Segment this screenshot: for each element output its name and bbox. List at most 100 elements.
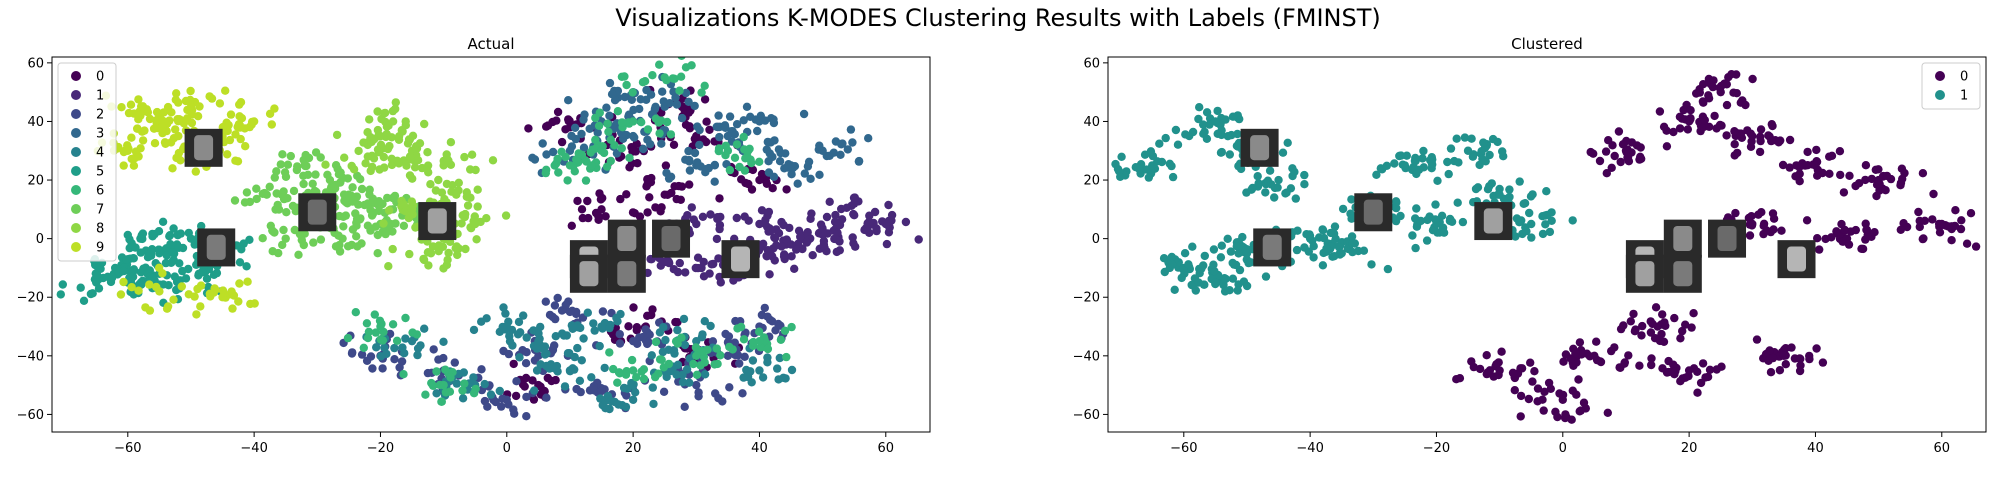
point-class-0	[573, 196, 582, 206]
point-class-0	[1795, 169, 1804, 179]
point-class-2	[628, 336, 638, 346]
point-class-6	[581, 176, 591, 185]
point-class-9	[191, 167, 200, 176]
point-class-1	[770, 233, 779, 242]
point-class-7	[270, 173, 279, 182]
point-class-1	[1347, 232, 1357, 241]
y-tick-label: −40	[1073, 349, 1100, 364]
point-class-4	[679, 314, 689, 324]
point-class-7	[262, 190, 271, 199]
point-class-9	[134, 95, 143, 104]
y-tick-label: 20	[27, 174, 44, 189]
point-class-7	[335, 240, 344, 250]
point-class-7	[289, 186, 299, 196]
point-class-2	[763, 312, 772, 321]
point-class-0	[669, 140, 679, 149]
point-class-5	[175, 259, 184, 268]
point-class-8	[407, 197, 416, 206]
point-class-1	[796, 232, 805, 241]
point-class-7	[242, 188, 252, 197]
point-class-7	[278, 150, 287, 159]
point-class-8	[426, 249, 436, 258]
point-class-0	[1861, 175, 1870, 185]
point-class-6	[651, 337, 661, 347]
point-class-1	[755, 219, 764, 229]
point-class-6	[408, 328, 417, 337]
point-class-0	[1775, 366, 1785, 375]
point-class-0	[1785, 163, 1794, 172]
point-class-5	[107, 273, 117, 282]
point-class-2	[597, 386, 606, 396]
point-class-8	[374, 148, 384, 157]
point-class-6	[343, 333, 353, 343]
point-class-0	[601, 212, 610, 221]
point-class-0	[762, 179, 772, 188]
point-class-7	[388, 227, 397, 236]
point-class-9	[236, 134, 245, 144]
legend: 01	[1921, 62, 1981, 110]
point-class-0	[1602, 169, 1612, 178]
point-class-5	[146, 248, 156, 257]
point-class-8	[379, 219, 388, 228]
point-class-3	[723, 131, 733, 141]
point-class-1	[1463, 146, 1473, 155]
point-class-0	[1517, 364, 1527, 373]
point-class-0	[622, 190, 631, 199]
point-class-1	[1221, 115, 1230, 124]
point-class-0	[1768, 353, 1778, 363]
point-class-4	[540, 350, 550, 359]
point-class-1	[837, 204, 846, 214]
point-class-1	[1281, 189, 1290, 198]
point-class-0	[1803, 147, 1812, 157]
point-class-1	[1505, 192, 1514, 202]
point-class-7	[311, 170, 320, 179]
point-class-0	[674, 181, 683, 191]
point-class-3	[815, 170, 824, 179]
point-class-7	[352, 218, 361, 227]
point-class-1	[1177, 273, 1186, 283]
point-class-1	[1322, 244, 1331, 253]
point-class-9	[188, 110, 197, 119]
point-class-3	[732, 120, 742, 129]
point-class-1	[1116, 172, 1125, 181]
point-class-3	[681, 155, 690, 164]
point-class-2	[565, 307, 575, 317]
point-class-7	[331, 161, 341, 170]
x-tick-label: −40	[240, 441, 267, 456]
point-class-4	[529, 326, 538, 335]
point-class-3	[570, 123, 580, 132]
point-class-4	[565, 366, 575, 375]
point-class-6	[676, 72, 686, 81]
legend-label: 0	[1960, 70, 1968, 85]
legend-label: 7	[96, 203, 104, 218]
point-class-0	[1720, 79, 1730, 88]
point-class-0	[1708, 82, 1718, 92]
point-class-0	[645, 193, 654, 202]
point-class-0	[1576, 406, 1586, 415]
point-class-4	[565, 349, 574, 358]
point-class-7	[310, 186, 319, 196]
point-class-0	[1533, 384, 1543, 393]
point-class-0	[1914, 207, 1923, 217]
point-class-0	[782, 185, 791, 194]
point-class-4	[669, 346, 679, 355]
point-class-4	[577, 356, 586, 365]
point-class-8	[424, 168, 433, 177]
point-class-1	[732, 213, 741, 223]
point-class-0	[715, 194, 724, 203]
point-class-7	[347, 240, 356, 250]
point-class-8	[363, 152, 373, 161]
point-class-0	[1689, 309, 1698, 318]
point-class-2	[477, 365, 486, 374]
point-class-0	[1716, 87, 1725, 97]
point-class-1	[1478, 154, 1487, 164]
point-class-1	[1418, 154, 1427, 163]
point-class-9	[162, 304, 172, 313]
point-class-1	[1525, 208, 1534, 218]
point-class-1	[1419, 146, 1428, 156]
point-class-3	[846, 125, 856, 134]
point-class-0	[1693, 367, 1702, 376]
point-class-1	[714, 254, 723, 263]
point-class-0	[528, 376, 537, 385]
